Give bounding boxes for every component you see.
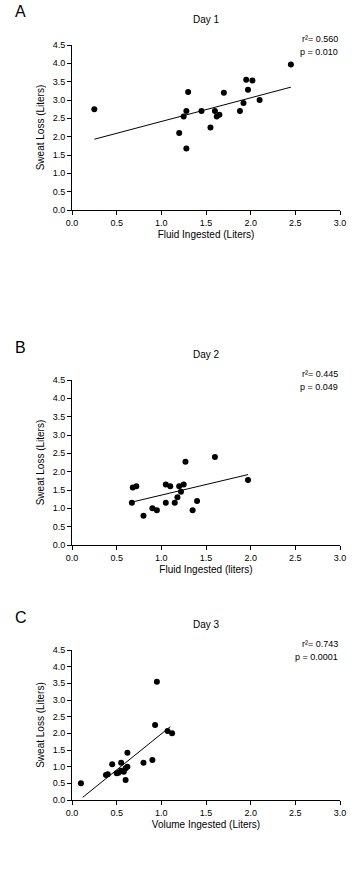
svg-text:r²= 0.445: r²= 0.445	[302, 369, 338, 379]
svg-text:p = 0.0001: p = 0.0001	[295, 652, 338, 662]
svg-text:4.0: 4.0	[53, 393, 66, 403]
svg-text:4.0: 4.0	[53, 58, 66, 68]
svg-text:0.5: 0.5	[110, 808, 123, 818]
svg-text:4.5: 4.5	[53, 375, 66, 385]
svg-text:2.5: 2.5	[53, 448, 66, 458]
svg-text:1.5: 1.5	[53, 485, 66, 495]
svg-text:C: C	[15, 609, 27, 626]
svg-text:A: A	[15, 3, 26, 20]
svg-text:3.5: 3.5	[53, 77, 66, 87]
svg-text:Volume Ingested (Liters): Volume Ingested (Liters)	[152, 819, 260, 830]
svg-text:1.0: 1.0	[53, 503, 66, 513]
svg-text:0.5: 0.5	[53, 778, 66, 788]
svg-text:1.0: 1.0	[53, 168, 66, 178]
svg-text:3.0: 3.0	[53, 95, 66, 105]
svg-text:0.5: 0.5	[110, 553, 123, 563]
svg-text:1.5: 1.5	[53, 745, 66, 755]
svg-text:Fluid Ingested (Liters): Fluid Ingested (Liters)	[158, 229, 255, 240]
svg-text:3.0: 3.0	[334, 218, 347, 228]
svg-text:0.0: 0.0	[53, 795, 66, 805]
svg-text:4.0: 4.0	[53, 662, 66, 672]
svg-text:1.5: 1.5	[200, 808, 213, 818]
svg-text:2.5: 2.5	[289, 218, 302, 228]
svg-text:2.0: 2.0	[53, 467, 66, 477]
svg-text:1.0: 1.0	[155, 553, 168, 563]
svg-text:0.0: 0.0	[53, 205, 66, 215]
svg-text:Sweat Loss (Liters): Sweat Loss (Liters)	[35, 682, 46, 768]
svg-text:1.5: 1.5	[200, 218, 213, 228]
svg-text:Fluid Ingested (liters): Fluid Ingested (liters)	[159, 564, 252, 575]
svg-text:Day 2: Day 2	[193, 349, 220, 360]
svg-text:1.5: 1.5	[200, 553, 213, 563]
svg-text:r²= 0.560: r²= 0.560	[302, 34, 338, 44]
svg-text:1.0: 1.0	[155, 218, 168, 228]
svg-text:2.0: 2.0	[244, 553, 257, 563]
svg-text:B: B	[15, 339, 26, 356]
svg-text:Day 3: Day 3	[193, 619, 220, 630]
svg-text:Sweat Loss (Liters): Sweat Loss (Liters)	[35, 85, 46, 171]
svg-text:1.5: 1.5	[53, 150, 66, 160]
svg-text:1.0: 1.0	[53, 762, 66, 772]
svg-text:3.0: 3.0	[334, 808, 347, 818]
svg-text:4.5: 4.5	[53, 40, 66, 50]
svg-text:2.0: 2.0	[53, 728, 66, 738]
svg-text:2.5: 2.5	[53, 712, 66, 722]
svg-text:r²= 0.743: r²= 0.743	[302, 639, 338, 649]
svg-text:2.5: 2.5	[289, 553, 302, 563]
svg-text:2.5: 2.5	[289, 808, 302, 818]
svg-text:0.0: 0.0	[66, 808, 79, 818]
svg-text:3.0: 3.0	[334, 553, 347, 563]
svg-text:p = 0.010: p = 0.010	[300, 47, 338, 57]
svg-text:2.0: 2.0	[53, 132, 66, 142]
svg-text:4.5: 4.5	[53, 645, 66, 655]
svg-text:2.0: 2.0	[244, 218, 257, 228]
svg-text:2.5: 2.5	[53, 113, 66, 123]
svg-text:0.0: 0.0	[66, 553, 79, 563]
svg-text:p = 0.049: p = 0.049	[300, 382, 338, 392]
svg-text:0.0: 0.0	[66, 218, 79, 228]
svg-text:3.0: 3.0	[53, 430, 66, 440]
svg-text:Day 1: Day 1	[193, 14, 220, 25]
svg-text:3.5: 3.5	[53, 678, 66, 688]
svg-text:1.0: 1.0	[155, 808, 168, 818]
svg-text:0.5: 0.5	[53, 522, 66, 532]
svg-text:2.0: 2.0	[244, 808, 257, 818]
svg-text:0.0: 0.0	[53, 540, 66, 550]
svg-text:3.0: 3.0	[53, 695, 66, 705]
svg-text:0.5: 0.5	[53, 187, 66, 197]
svg-text:0.5: 0.5	[110, 218, 123, 228]
svg-text:Sweat Loss (Liters): Sweat Loss (Liters)	[35, 420, 46, 506]
svg-text:3.5: 3.5	[53, 412, 66, 422]
